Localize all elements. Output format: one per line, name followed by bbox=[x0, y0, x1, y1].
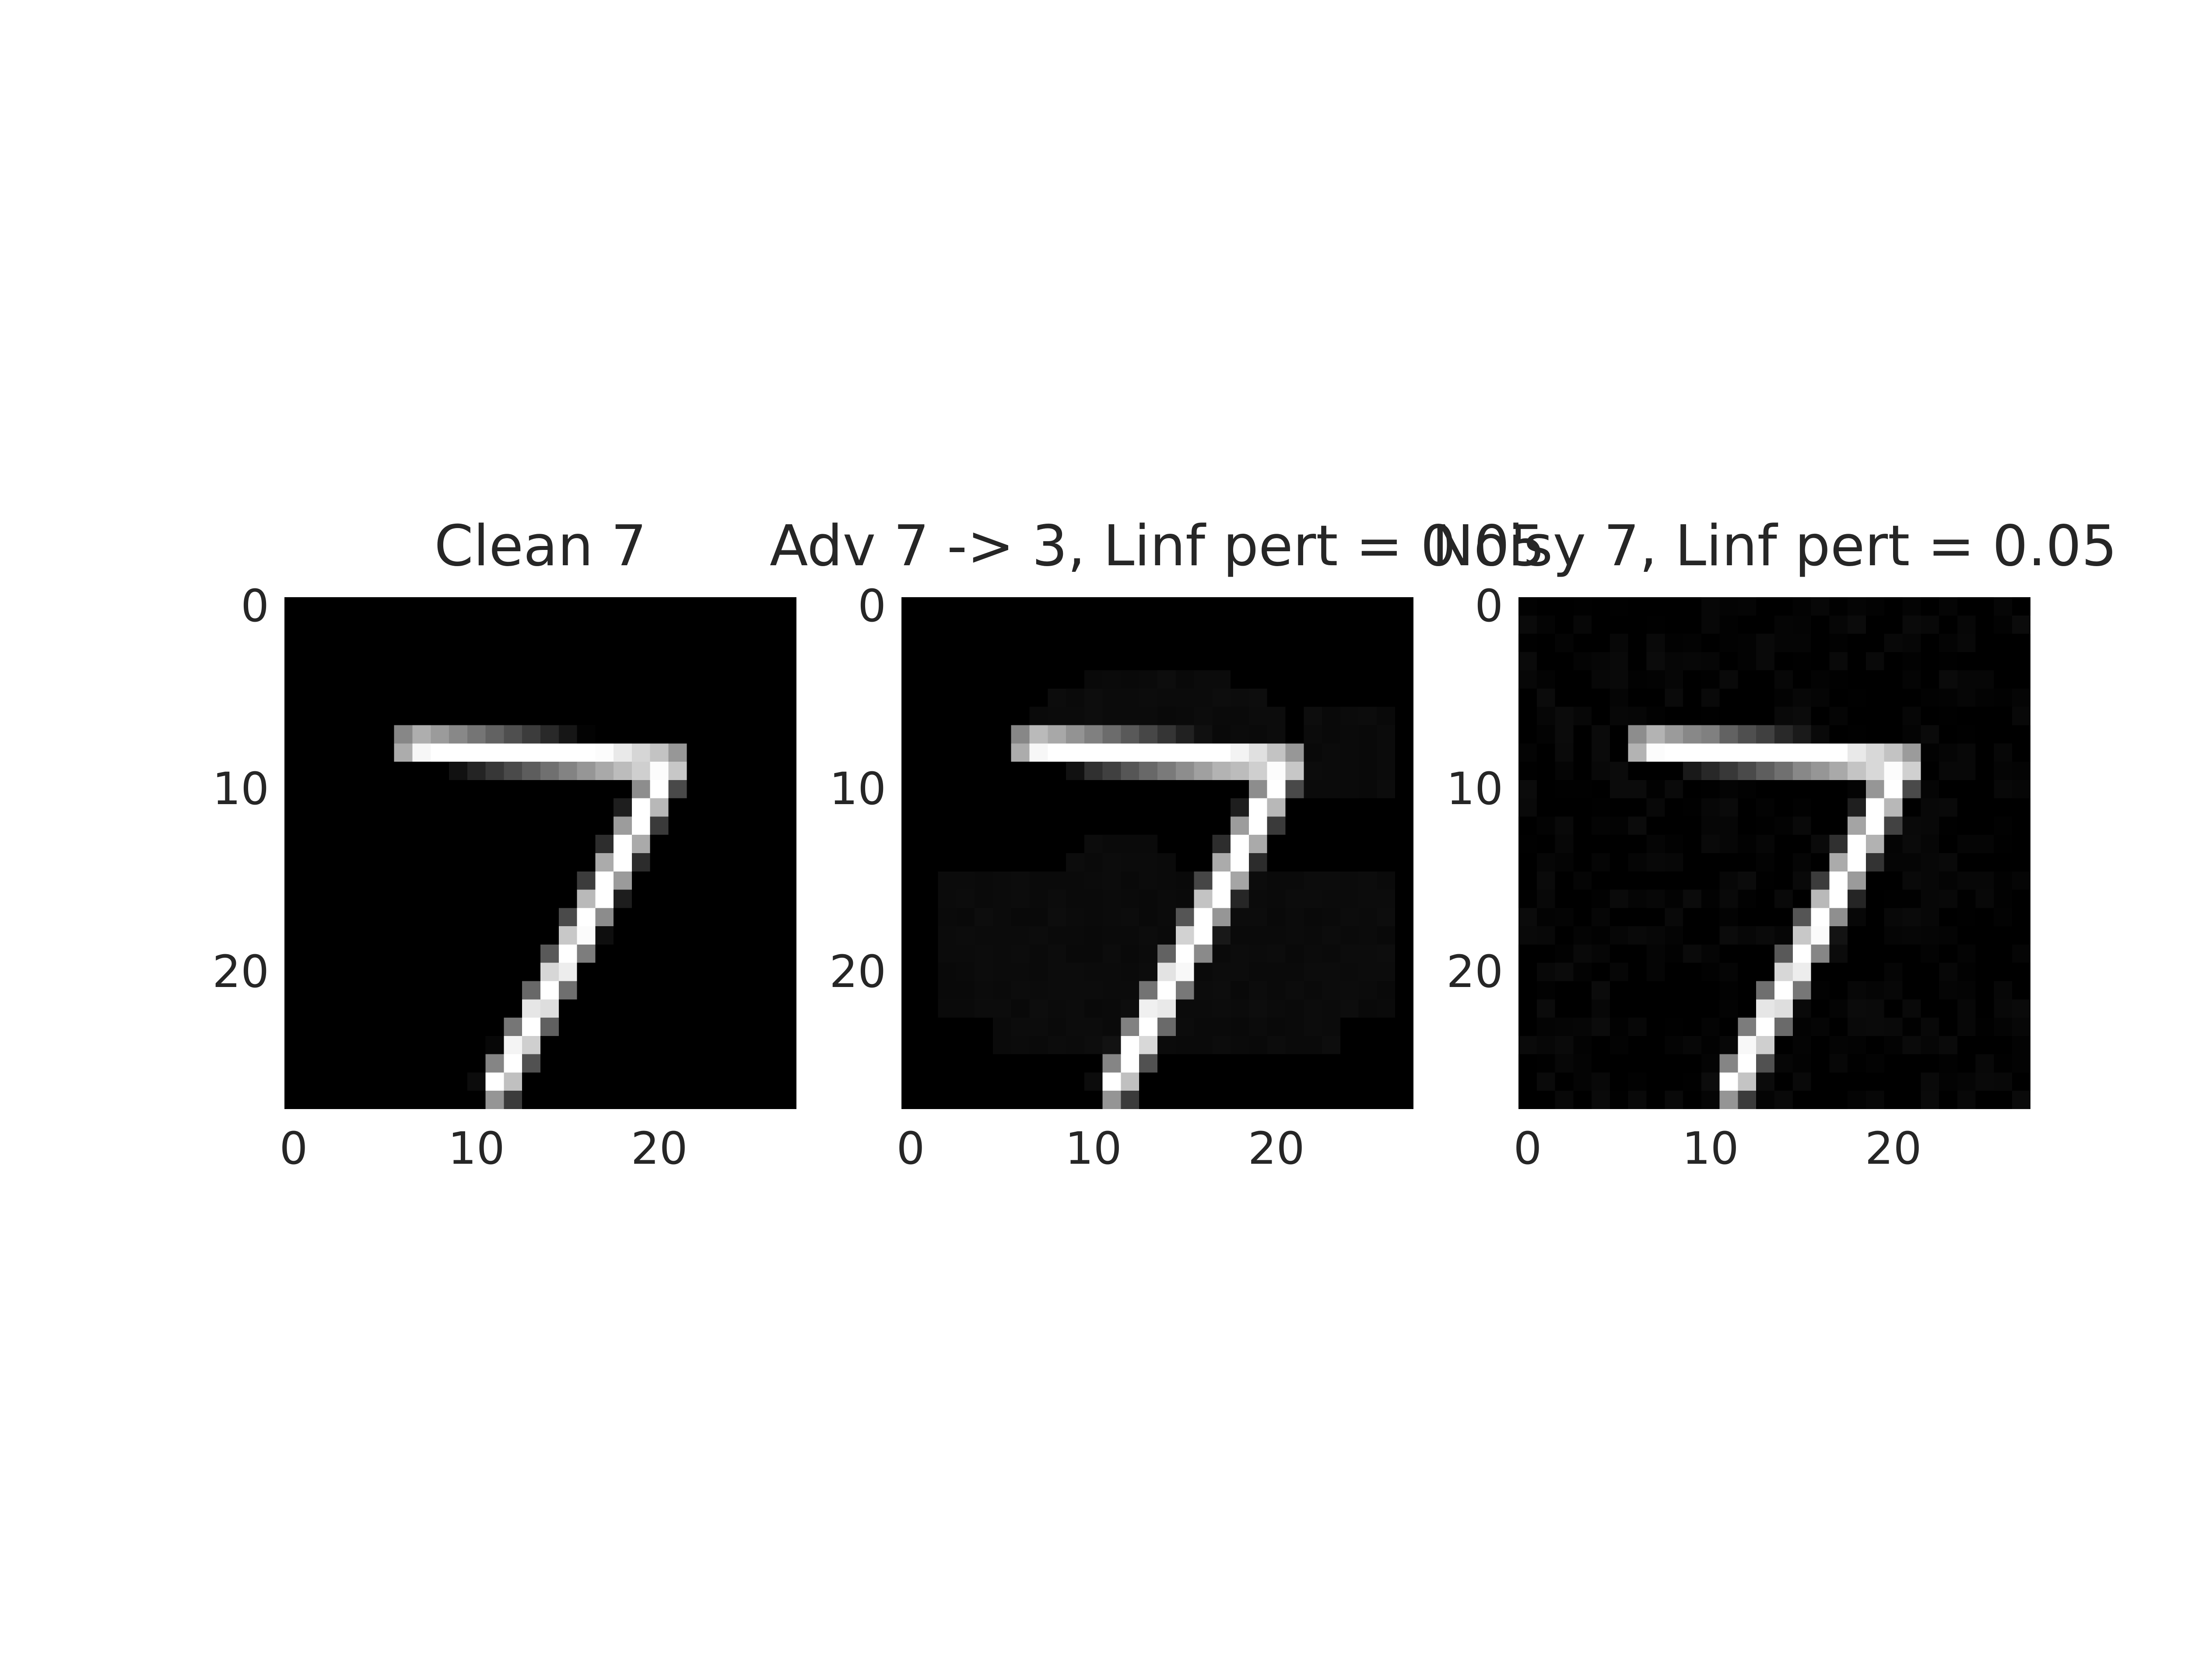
x-tick-label: 10 bbox=[1682, 1123, 1739, 1175]
y-tick-label: 10 bbox=[212, 763, 269, 815]
panel-title: Adv 7 -> 3, Linf pert = 0.05 bbox=[769, 514, 1546, 579]
x-tick-label: 0 bbox=[1513, 1123, 1542, 1175]
y-tick-label: 20 bbox=[212, 945, 269, 998]
digit-image bbox=[284, 597, 796, 1109]
digit-image bbox=[901, 597, 1413, 1109]
y-tick-label: 0 bbox=[858, 580, 886, 632]
y-tick-label: 0 bbox=[241, 580, 269, 632]
y-tick-label: 10 bbox=[829, 763, 886, 815]
x-tick-label: 20 bbox=[631, 1123, 688, 1175]
x-tick-label: 20 bbox=[1248, 1123, 1305, 1175]
x-tick-label: 10 bbox=[1065, 1123, 1122, 1175]
y-tick-label: 0 bbox=[1475, 580, 1503, 632]
y-tick-label: 20 bbox=[1446, 945, 1503, 998]
y-tick-label: 20 bbox=[829, 945, 886, 998]
x-tick-label: 20 bbox=[1865, 1123, 1922, 1175]
panel-title: Clean 7 bbox=[434, 514, 647, 579]
x-tick-label: 10 bbox=[448, 1123, 505, 1175]
x-tick-label: 0 bbox=[279, 1123, 308, 1175]
digit-image bbox=[1518, 597, 2030, 1109]
x-tick-label: 0 bbox=[896, 1123, 925, 1175]
panel-title: Noisy 7, Linf pert = 0.05 bbox=[1432, 514, 2117, 579]
y-tick-label: 10 bbox=[1446, 763, 1503, 815]
